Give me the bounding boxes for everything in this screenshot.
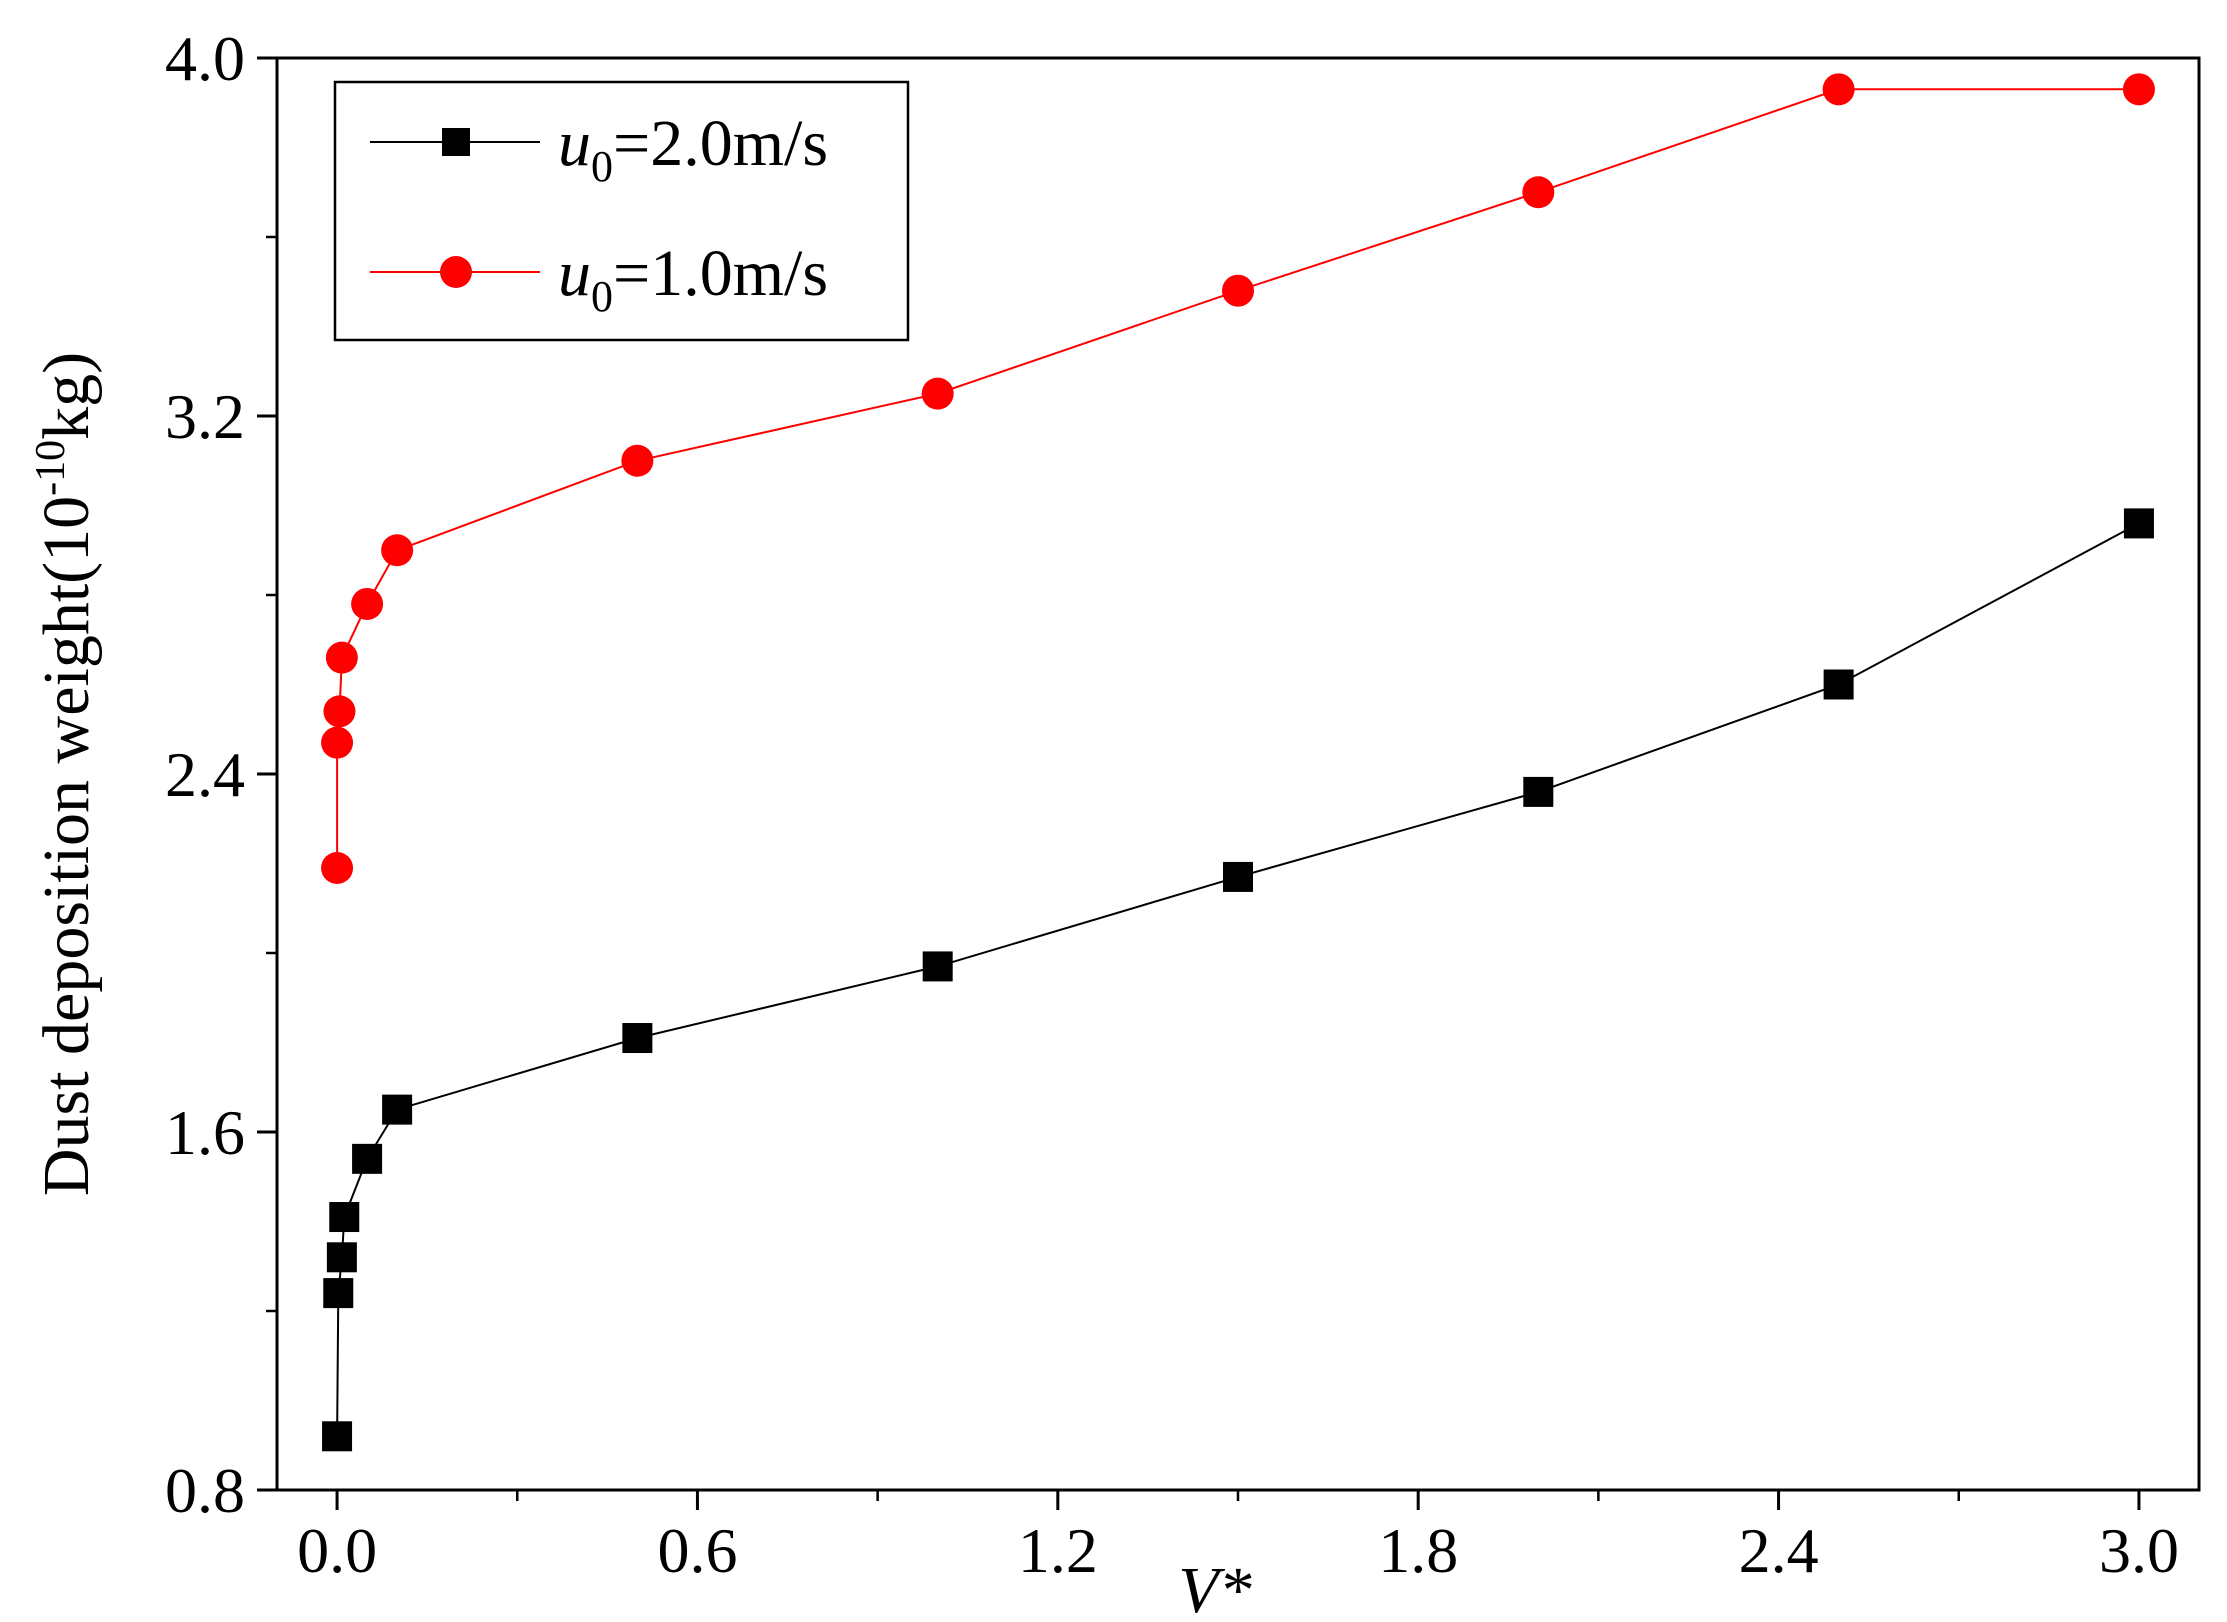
- x-axis-title: V*: [1178, 1554, 1251, 1622]
- legend-marker-square: [442, 128, 470, 156]
- legend-series-2-sub: 0: [591, 272, 613, 321]
- data-point-square: [1823, 669, 1854, 700]
- y-axis-title-superscript: -10: [28, 440, 74, 496]
- data-point-square: [329, 1202, 360, 1233]
- data-point-square: [326, 1242, 357, 1273]
- legend-series-1-rest: =2.0m/s: [613, 107, 828, 180]
- y-tick-label: 2.4: [165, 739, 245, 810]
- series-layer: [321, 73, 2155, 1452]
- y-tick-label: 1.6: [165, 1097, 245, 1168]
- y-tick-label: 4.0: [165, 23, 245, 94]
- y-axis-title: Dust deposition weight(10-10kg): [28, 352, 103, 1196]
- series-1: [322, 508, 2154, 1452]
- data-point-circle: [2122, 73, 2155, 106]
- data-point-circle: [323, 695, 356, 728]
- data-point-circle: [1222, 274, 1254, 307]
- legend-series-1-var: u: [558, 107, 591, 180]
- data-point-circle: [325, 641, 358, 674]
- data-point-circle: [381, 534, 414, 567]
- y-tick-label: 0.8: [165, 1455, 245, 1526]
- data-point-circle: [351, 587, 384, 620]
- legend-box: [333, 80, 910, 342]
- legend-series-2-var: u: [558, 237, 591, 310]
- series-2: [321, 73, 2155, 884]
- data-point-square: [1523, 776, 1554, 807]
- data-point-circle: [921, 377, 954, 410]
- data-point-circle: [321, 726, 354, 759]
- x-tick-label: 2.4: [1739, 1515, 1819, 1586]
- data-point-square: [1223, 861, 1253, 892]
- data-point-square: [322, 1421, 353, 1452]
- x-tick-label: 1.2: [1018, 1515, 1098, 1586]
- x-tick-label: 1.8: [1378, 1515, 1458, 1586]
- y-axis-title-text: Dust deposition weight(10: [30, 496, 103, 1196]
- legend-label-series-2: u0=1.0m/s: [558, 237, 828, 321]
- data-point-square: [2123, 508, 2154, 539]
- legend-label-series-1: u0=2.0m/s: [558, 107, 828, 191]
- legend-series-2-rest: =1.0m/s: [613, 237, 828, 310]
- data-point-circle: [1522, 176, 1555, 209]
- legend: u0=2.0m/s u0=1.0m/s: [333, 80, 910, 342]
- data-point-square: [922, 951, 953, 982]
- data-point-circle: [621, 444, 654, 477]
- data-point-square: [382, 1094, 413, 1125]
- x-tick-label: 0.6: [657, 1515, 737, 1586]
- data-point-square: [622, 1023, 653, 1054]
- data-point-circle: [1822, 73, 1855, 106]
- x-tick-label: 0.0: [297, 1515, 377, 1586]
- y-axis-title-unit: kg): [30, 352, 103, 440]
- legend-series-1-sub: 0: [591, 142, 613, 191]
- data-point-circle: [321, 851, 354, 884]
- series-1-line: [336, 522, 2140, 1437]
- y-tick-label: 3.2: [165, 381, 245, 452]
- axes: 0.0 0.6 1.2 1.8 2.4 3.0 0.8 1.6 2.4 3.2 4.0: [165, 23, 2179, 1586]
- data-point-square: [323, 1278, 354, 1309]
- legend-marker-circle: [440, 256, 472, 288]
- data-point-square: [352, 1143, 383, 1174]
- x-tick-label: 3.0: [2099, 1515, 2179, 1586]
